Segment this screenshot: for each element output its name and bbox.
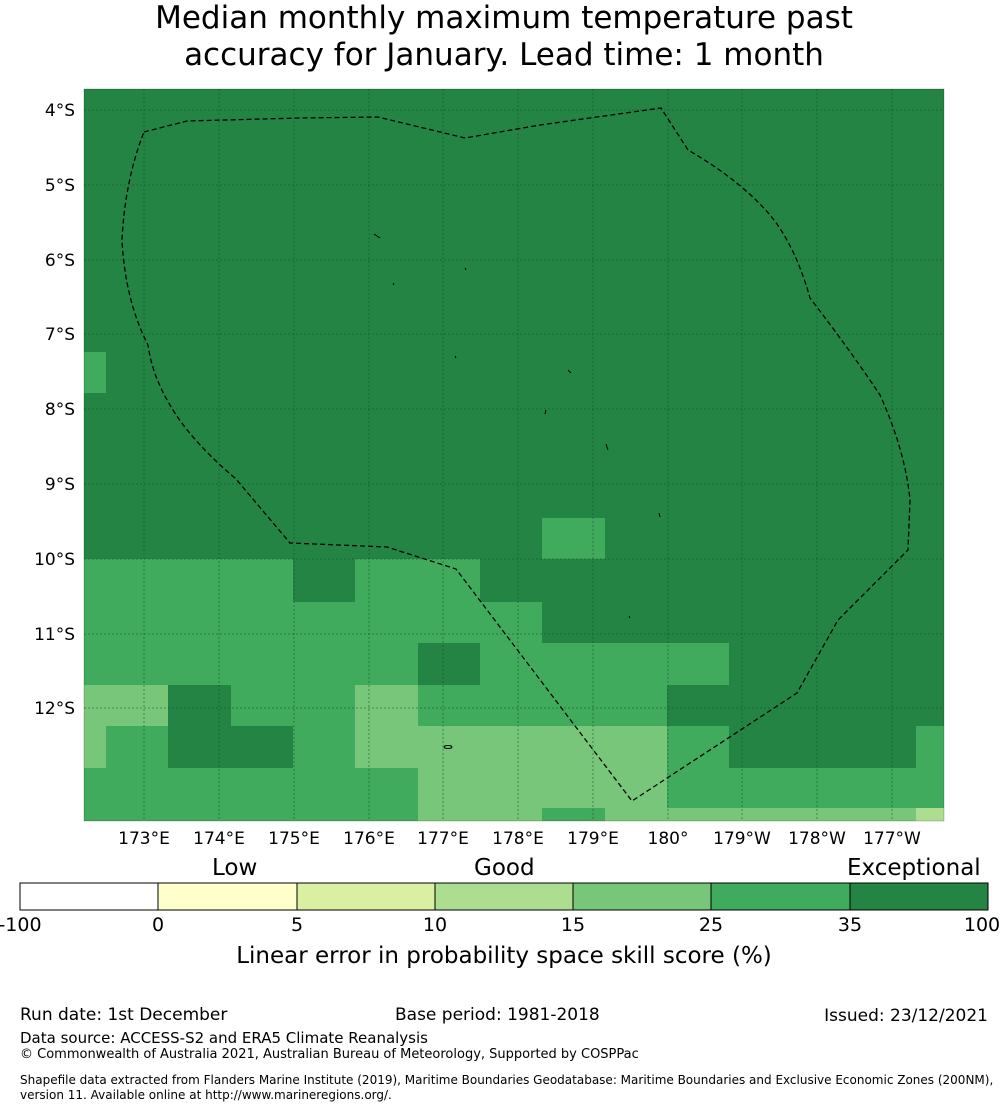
skill-cells [84, 352, 944, 821]
skill-cell [667, 768, 944, 808]
colorbar-frame [19, 882, 989, 911]
colorbar-tick: 10 [422, 914, 448, 936]
colorbar-segment [850, 883, 988, 910]
colorbar-tick: 5 [290, 914, 304, 936]
skill-cell [480, 643, 729, 685]
lat-label: 10°S [34, 550, 75, 570]
map-title-line-1: Median monthly maximum temperature past [155, 0, 853, 36]
skill-cell [106, 726, 168, 768]
lat-label: 4°S [45, 101, 75, 121]
lon-label: 178°E [492, 829, 544, 849]
shapefile-credit-line-1: Shapefile data extracted from Flanders M… [20, 1073, 994, 1087]
lon-label: 173°E [118, 829, 170, 849]
lat-label: 9°S [45, 475, 75, 495]
skill-cell [355, 726, 667, 768]
island [454, 355, 457, 359]
island [373, 233, 381, 239]
lon-label: 177°W [863, 829, 921, 849]
skill-cell [418, 602, 542, 643]
island [567, 369, 572, 374]
skill-cell [667, 808, 916, 821]
lon-label: 176°E [343, 829, 395, 849]
category-good: Good [474, 855, 535, 881]
base-period: Base period: 1981-2018 [395, 1005, 600, 1025]
island [605, 443, 609, 451]
colorbar-tick: 100 [963, 914, 1001, 936]
lon-label: 175°E [268, 829, 320, 849]
skill-cell [231, 685, 355, 726]
lon-label: 177°E [417, 829, 469, 849]
lat-label: 8°S [45, 400, 75, 420]
lat-label: 12°S [34, 699, 75, 719]
lon-label: 179°W [713, 829, 771, 849]
graticule [84, 89, 944, 821]
map-title-line-2: accuracy for January. Lead time: 1 month [184, 37, 824, 73]
skill-cell [355, 559, 480, 602]
colorbar-tick: 0 [151, 914, 165, 936]
lat-label: 11°S [34, 625, 75, 645]
lat-label: 5°S [45, 176, 75, 196]
skill-cell [84, 768, 418, 821]
shapefile-credit-line-2: version 11. Available online at http://w… [20, 1088, 392, 1102]
colorbar-label: Linear error in probability space skill … [236, 943, 772, 969]
skill-cell [84, 685, 168, 726]
colorbar-segment [20, 883, 158, 910]
island [544, 409, 547, 415]
skill-cell [542, 808, 605, 821]
colorbar-tick: 35 [837, 914, 863, 936]
island [443, 745, 453, 749]
island [628, 615, 631, 619]
colorbar-segment [573, 883, 711, 910]
lon-label: 178°W [788, 829, 846, 849]
skill-cell [84, 559, 293, 685]
skill-cell [84, 352, 106, 393]
colorbar [19, 882, 989, 911]
eez-boundary [121, 107, 911, 802]
data-source: Data source: ACCESS-S2 and ERA5 Climate … [20, 1029, 428, 1047]
skill-cell [355, 685, 418, 726]
colorbar-segment [158, 883, 297, 910]
colorbar-tick: 15 [560, 914, 586, 936]
colorbar-tick: -100 [0, 914, 42, 936]
island [658, 512, 661, 518]
map-frame [83, 88, 945, 822]
lat-label: 6°S [45, 251, 75, 271]
issued-date: Issued: 23/12/2021 [824, 1006, 988, 1026]
category-exceptional: Exceptional [847, 855, 981, 881]
skill-cell [418, 685, 667, 726]
lon-label: 179°E [567, 829, 619, 849]
skill-cell [293, 602, 418, 685]
lon-label: 180° [648, 829, 689, 849]
skill-cell [916, 726, 944, 768]
island [392, 282, 395, 286]
colorbar-tick: 25 [698, 914, 724, 936]
skill-cell [542, 518, 605, 559]
skill-cell [667, 726, 729, 768]
island [464, 267, 467, 271]
colorbar-segment [435, 883, 573, 910]
skill-cell [293, 726, 355, 768]
copyright: © Commonwealth of Australia 2021, Austra… [20, 1047, 639, 1062]
colorbar-segment [711, 883, 850, 910]
lon-label: 174°E [193, 829, 245, 849]
colorbar-segment [297, 883, 435, 910]
skill-cell [916, 808, 944, 821]
category-low: Low [212, 855, 258, 881]
run-date: Run date: 1st December [20, 1005, 228, 1025]
skill-cell [84, 726, 106, 768]
islands [373, 233, 661, 749]
lat-label: 7°S [45, 325, 75, 345]
